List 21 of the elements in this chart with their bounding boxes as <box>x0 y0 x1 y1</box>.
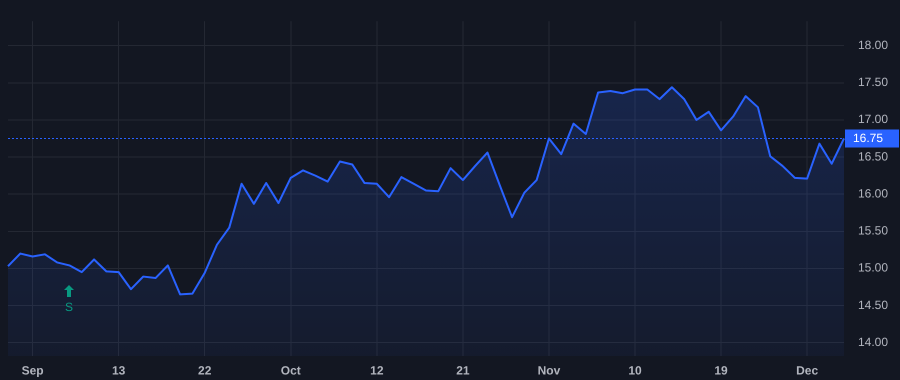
ref-line-label: 16.75 <box>853 130 884 145</box>
y-tick-label: 15.50 <box>858 224 888 238</box>
x-tick-label: 19 <box>714 364 728 378</box>
x-tick-label: 22 <box>198 364 212 378</box>
y-tick-label: 16.00 <box>858 186 888 200</box>
x-tick-label: Sep <box>22 364 44 378</box>
y-tick-label: 17.50 <box>858 75 888 90</box>
y-tick-label: 16.50 <box>858 149 888 164</box>
y-tick-label: 18.00 <box>858 38 888 52</box>
x-tick-label: 12 <box>370 364 384 378</box>
y-tick-label: 14.00 <box>858 334 888 349</box>
annotation: S <box>65 300 74 314</box>
y-tick-label: 15.00 <box>858 260 888 275</box>
y-tick-label: 14.50 <box>858 298 888 312</box>
y-tick-label: 17.00 <box>858 112 888 126</box>
x-tick-label: Dec <box>796 364 818 378</box>
x-tick-label: 21 <box>456 364 470 378</box>
x-tick-label: 13 <box>112 364 126 378</box>
x-tick-label: 10 <box>628 364 642 378</box>
x-tick-label: Nov <box>538 364 561 378</box>
x-tick-label: Oct <box>280 364 301 378</box>
